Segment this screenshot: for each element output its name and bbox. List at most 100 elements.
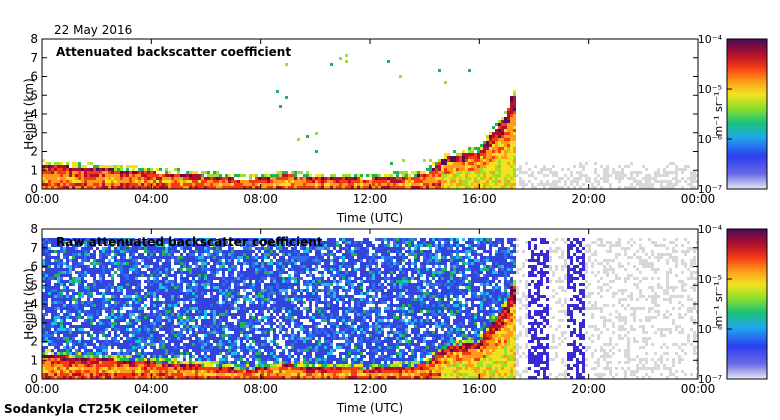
heatmap-cell: [552, 165, 555, 168]
heatmap-cell: [126, 174, 129, 177]
heatmap-cell: [93, 358, 96, 361]
heatmap-cell: [510, 156, 513, 159]
heatmap-cell: [144, 340, 147, 343]
heatmap-cell: [504, 156, 507, 159]
heatmap-cell: [126, 292, 129, 295]
heatmap-cell: [72, 177, 75, 180]
heatmap-cell: [231, 367, 234, 370]
heatmap-cell: [222, 244, 225, 247]
heatmap-cell: [129, 346, 132, 349]
heatmap-cell: [126, 238, 129, 241]
heatmap-cell: [126, 271, 129, 274]
heatmap-cell: [159, 280, 162, 283]
heatmap-cell: [210, 352, 213, 355]
heatmap-cell: [108, 358, 111, 361]
heatmap-cell: [105, 325, 108, 328]
heatmap-cell: [462, 159, 465, 162]
heatmap-cell: [282, 334, 285, 337]
heatmap-cell: [219, 370, 222, 373]
heatmap-cell: [48, 349, 51, 352]
heatmap-cell: [81, 295, 84, 298]
heatmap-cell: [186, 262, 189, 265]
heatmap-cell: [117, 358, 120, 361]
heatmap-cell: [102, 280, 105, 283]
heatmap-cell: [138, 307, 141, 310]
heatmap-cell: [72, 250, 75, 253]
heatmap-cell: [243, 364, 246, 367]
heatmap-cell: [66, 331, 69, 334]
heatmap-cell: [504, 141, 507, 144]
heatmap-cell: [612, 171, 615, 174]
heatmap-cell: [63, 256, 66, 259]
heatmap-cell: [285, 367, 288, 370]
heatmap-cell: [414, 171, 417, 174]
heatmap-cell: [480, 186, 483, 189]
heatmap-cell: [654, 180, 657, 183]
heatmap-cell: [66, 289, 69, 292]
heatmap-cell: [462, 162, 465, 165]
heatmap-cell: [111, 346, 114, 349]
heatmap-cell: [408, 186, 411, 189]
heatmap-cell: [165, 355, 168, 358]
heatmap-cell: [357, 180, 360, 183]
heatmap-cell: [234, 301, 237, 304]
heatmap-cell: [84, 367, 87, 370]
heatmap-cell: [57, 183, 60, 186]
heatmap-cell: [285, 259, 288, 262]
heatmap-cell: [153, 238, 156, 241]
heatmap-cell: [498, 138, 501, 141]
heatmap-cell: [162, 238, 165, 241]
heatmap-cell: [156, 277, 159, 280]
heatmap-cell: [108, 340, 111, 343]
heatmap-cell: [60, 316, 63, 319]
heatmap-cell: [156, 370, 159, 373]
heatmap-cell: [114, 343, 117, 346]
heatmap-cell: [162, 349, 165, 352]
heatmap-cell: [294, 343, 297, 346]
heatmap-cell: [237, 304, 240, 307]
heatmap-cell: [486, 138, 489, 141]
heatmap-cell: [54, 343, 57, 346]
heatmap-cell: [126, 180, 129, 183]
heatmap-cell: [279, 180, 282, 183]
heatmap-cell: [198, 349, 201, 352]
heatmap-cell: [111, 295, 114, 298]
heatmap-cell: [135, 180, 138, 183]
heatmap-cell: [258, 361, 261, 364]
heatmap-cell: [225, 370, 228, 373]
heatmap-cell: [297, 358, 300, 361]
heatmap-cell: [57, 340, 60, 343]
heatmap-cell: [192, 334, 195, 337]
heatmap-cell: [276, 343, 279, 346]
heatmap-cell: [507, 114, 510, 117]
heatmap-cell: [354, 186, 357, 189]
heatmap-cell: [210, 298, 213, 301]
heatmap-cell: [141, 274, 144, 277]
heatmap-cell: [276, 364, 279, 367]
heatmap-cell: [276, 370, 279, 373]
heatmap-cell: [198, 337, 201, 340]
heatmap-cell: [513, 129, 516, 132]
heatmap-cell: [363, 186, 366, 189]
heatmap-cell: [135, 358, 138, 361]
heatmap-cell: [135, 171, 138, 174]
heatmap-cell: [177, 268, 180, 271]
heatmap-cell: [129, 343, 132, 346]
heatmap-cell: [204, 319, 207, 322]
heatmap-cell: [189, 358, 192, 361]
heatmap-cell: [180, 340, 183, 343]
heatmap-cell: [240, 355, 243, 358]
heatmap-cell: [279, 322, 282, 325]
heatmap-cell: [447, 159, 450, 162]
heatmap-cell: [81, 340, 84, 343]
heatmap-cell: [555, 171, 558, 174]
heatmap-cell: [492, 150, 495, 153]
heatmap-cell: [141, 316, 144, 319]
heatmap-cell: [249, 301, 252, 304]
heatmap-cell: [288, 183, 291, 186]
heatmap-cell: [75, 367, 78, 370]
heatmap-cell: [174, 358, 177, 361]
heatmap-cell: [507, 162, 510, 165]
heatmap-cell: [129, 268, 132, 271]
heatmap-cell: [255, 313, 258, 316]
